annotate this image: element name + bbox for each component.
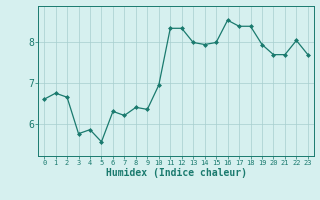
X-axis label: Humidex (Indice chaleur): Humidex (Indice chaleur) [106,168,246,178]
